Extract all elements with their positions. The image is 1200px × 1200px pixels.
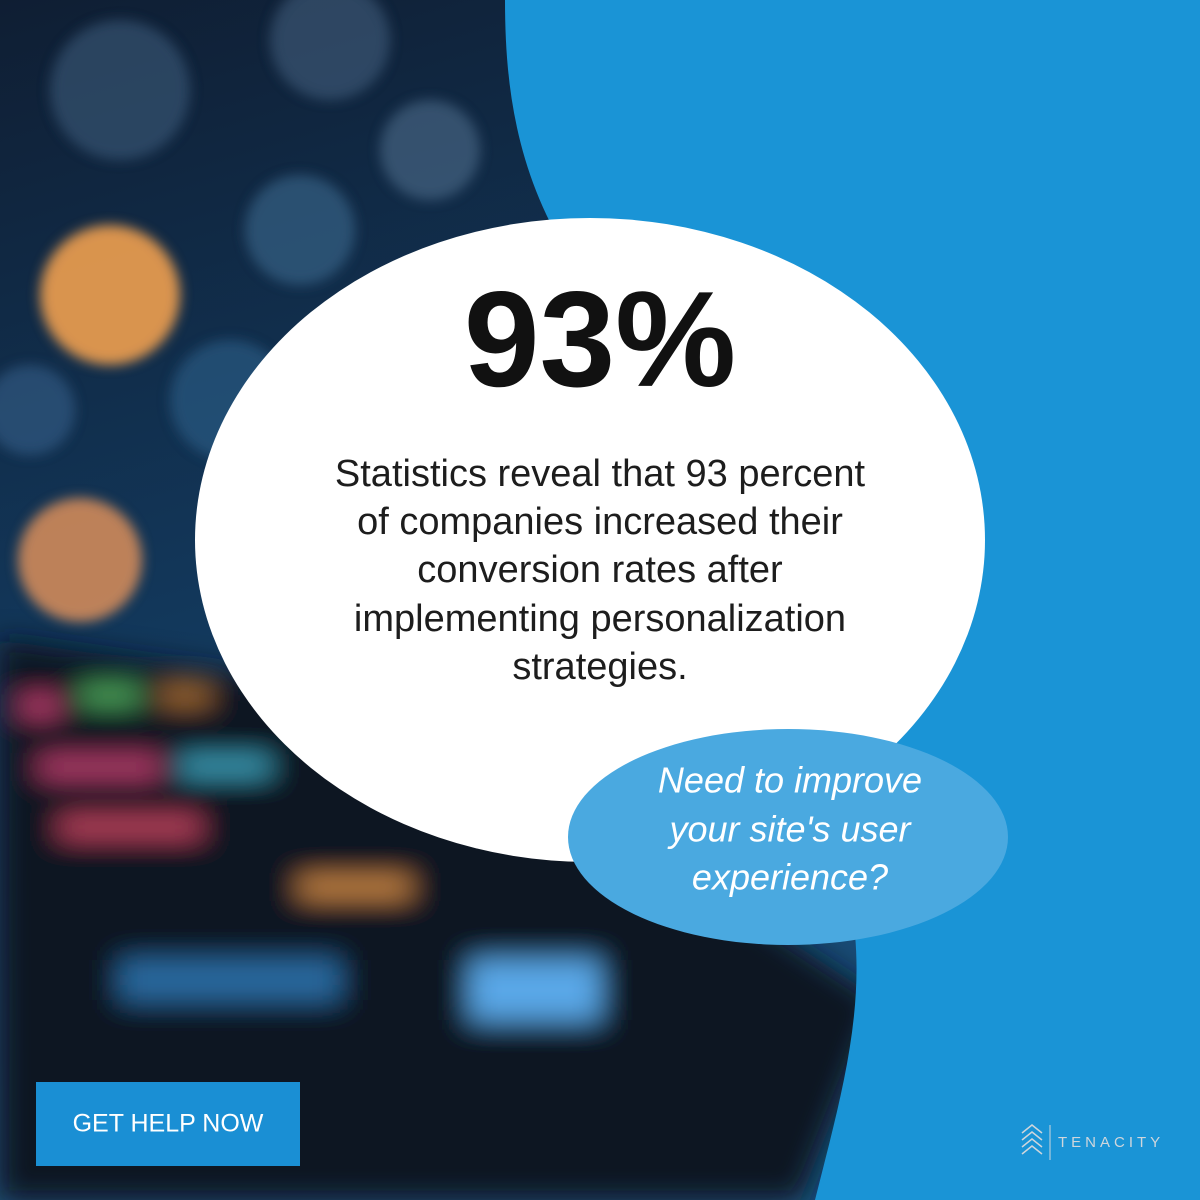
logo-text: TENACITY	[1058, 1134, 1164, 1151]
phone	[0, 640, 880, 1200]
logo: TENACITY	[1021, 1124, 1164, 1160]
headline: 93%	[464, 263, 736, 415]
button-label[interactable]: GET HELP NOW	[73, 1110, 264, 1138]
cta-button[interactable]: GET HELP NOW	[36, 1082, 300, 1166]
body-line: Statistics reveal that 93 percent	[335, 453, 866, 495]
body-line: of companies increased their	[357, 501, 843, 543]
logo-icon	[1021, 1124, 1043, 1155]
question-bubble	[568, 729, 1008, 945]
question-line: your site's user	[667, 809, 913, 850]
question-line: experience?	[692, 857, 888, 898]
body-line: implementing personalization	[354, 598, 846, 640]
question-line: Need to improve	[658, 760, 922, 801]
speech-bubble	[195, 218, 985, 862]
body-line: strategies.	[512, 646, 687, 688]
button-background[interactable]	[36, 1082, 300, 1166]
body-line: conversion rates after	[417, 549, 783, 591]
